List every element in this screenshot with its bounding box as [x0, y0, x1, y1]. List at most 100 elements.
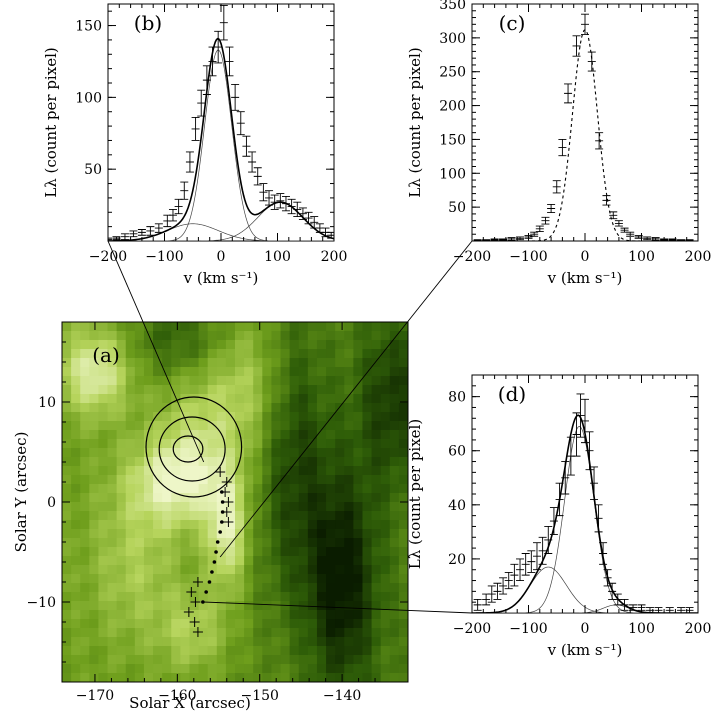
- image-pixel: [371, 601, 382, 611]
- image-pixel: [225, 583, 236, 593]
- image-pixel: [89, 610, 100, 620]
- panel-c-frame: [471, 3, 699, 242]
- x-axis-label: v (km s⁻¹): [547, 269, 623, 287]
- image-pixel: [116, 394, 127, 404]
- image-pixel: [353, 394, 364, 404]
- image-pixel: [216, 610, 227, 620]
- image-pixel: [107, 367, 118, 377]
- image-pixel: [344, 331, 354, 341]
- image-pixel: [271, 556, 282, 566]
- image-pixel: [316, 601, 327, 611]
- image-pixel: [171, 457, 181, 467]
- image-pixel: [380, 520, 391, 530]
- image-pixel: [89, 664, 100, 674]
- image-pixel: [371, 583, 382, 593]
- image-pixel: [80, 367, 90, 377]
- image-pixel: [380, 610, 391, 620]
- image-pixel: [335, 511, 345, 521]
- image-pixel: [171, 493, 181, 503]
- image-pixel: [344, 538, 354, 548]
- y-tick-label: 350: [439, 0, 466, 13]
- image-pixel: [80, 349, 90, 359]
- image-pixel: [307, 457, 318, 467]
- image-pixel: [71, 376, 81, 386]
- image-pixel: [180, 502, 191, 512]
- image-pixel: [71, 601, 81, 611]
- image-pixel: [398, 565, 408, 575]
- image-pixel: [326, 664, 336, 674]
- image-pixel: [216, 628, 227, 638]
- image-pixel: [262, 592, 273, 602]
- image-pixel: [216, 403, 227, 413]
- image-pixel: [134, 520, 145, 530]
- image-pixel: [262, 349, 273, 359]
- image-pixel: [162, 358, 172, 368]
- image-pixel: [98, 367, 109, 377]
- image-pixel: [80, 655, 90, 665]
- image-pixel: [207, 412, 218, 422]
- x-axis-label: v (km s⁻¹): [547, 641, 623, 659]
- image-pixel: [198, 547, 209, 557]
- image-pixel: [162, 529, 172, 539]
- image-pixel: [98, 673, 109, 682]
- image-pixel: [307, 385, 318, 395]
- image-pixel: [298, 331, 309, 341]
- image-pixel: [326, 475, 336, 485]
- image-pixel: [389, 502, 400, 512]
- image-pixel: [326, 574, 336, 584]
- image-pixel: [362, 466, 373, 476]
- image-pixel: [225, 493, 236, 503]
- image-pixel: [235, 466, 245, 476]
- image-pixel: [143, 475, 154, 485]
- image-pixel: [80, 484, 90, 494]
- image-pixel: [107, 340, 118, 350]
- image-pixel: [80, 628, 90, 638]
- image-pixel: [389, 655, 400, 665]
- x-tick-label: −100: [145, 249, 183, 265]
- image-pixel: [89, 574, 100, 584]
- data-point: [259, 183, 268, 202]
- image-pixel: [326, 547, 336, 557]
- image-pixel: [71, 673, 81, 682]
- image-pixel: [225, 655, 236, 665]
- image-pixel: [353, 493, 364, 503]
- image-pixel: [389, 574, 400, 584]
- image-pixel: [298, 466, 309, 476]
- image-pixel: [189, 331, 200, 341]
- image-pixel: [107, 628, 118, 638]
- image-pixel: [162, 421, 172, 431]
- image-pixel: [244, 340, 254, 350]
- x-tick-label: 100: [628, 249, 655, 265]
- image-pixel: [326, 448, 336, 458]
- image-pixel: [125, 385, 136, 395]
- image-pixel: [171, 610, 181, 620]
- image-pixel: [125, 412, 136, 422]
- image-pixel: [162, 592, 172, 602]
- image-pixel: [62, 322, 72, 332]
- image-pixel: [262, 565, 273, 575]
- image-pixel: [326, 340, 336, 350]
- image-pixel: [125, 583, 136, 593]
- image-pixel: [307, 547, 318, 557]
- image-pixel: [107, 403, 118, 413]
- image-pixel: [253, 448, 263, 458]
- image-pixel: [116, 574, 127, 584]
- image-pixel: [189, 466, 200, 476]
- image-pixel: [335, 664, 345, 674]
- image-pixel: [371, 385, 382, 395]
- image-pixel: [180, 583, 191, 593]
- image-pixel: [89, 628, 100, 638]
- image-pixel: [235, 385, 245, 395]
- image-pixel: [362, 529, 373, 539]
- image-pixel: [71, 655, 81, 665]
- image-pixel: [316, 439, 327, 449]
- image-pixel: [298, 673, 309, 682]
- image-pixel: [316, 349, 327, 359]
- image-pixel: [398, 439, 408, 449]
- image-pixel: [189, 673, 200, 682]
- image-pixel: [307, 610, 318, 620]
- image-pixel: [89, 349, 100, 359]
- image-pixel: [62, 394, 72, 404]
- image-pixel: [180, 412, 191, 422]
- image-pixel: [134, 583, 145, 593]
